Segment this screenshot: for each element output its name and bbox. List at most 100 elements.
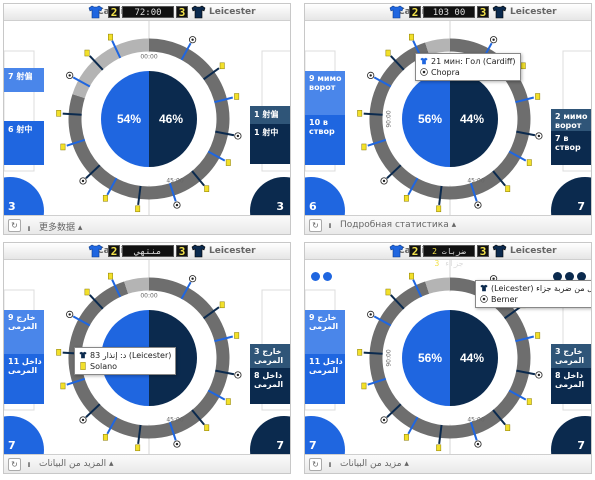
event-tick	[515, 335, 535, 343]
yellow-card-icon	[108, 272, 113, 280]
match-widget-1: Cardiff 2 72:00 3 Leicester 54% 46% 00:00 4…	[3, 3, 291, 235]
possession-ring: 54% 46% 00:00 45:00	[4, 21, 290, 217]
home-corners: 6	[309, 200, 317, 213]
event-tick	[168, 182, 177, 202]
refresh-icon[interactable]: ↻	[8, 458, 21, 471]
event-tick	[508, 150, 527, 162]
home-possession-half	[101, 71, 149, 167]
yellow-card-icon	[520, 62, 526, 70]
away-team-name[interactable]: Leicester	[510, 7, 557, 17]
home-box-line	[4, 50, 35, 172]
away-possession-half	[149, 71, 197, 167]
yellow-card-icon	[102, 195, 108, 202]
yellow-card-icon	[535, 93, 541, 100]
pitch-area: 56% 44% 45:00 90:00 9 мимо ворот 10 в створ…	[305, 21, 591, 234]
goal-ball-center	[537, 134, 541, 138]
event-tick	[207, 389, 226, 401]
remaining-time-arc	[425, 277, 451, 294]
match-clock: منتهي	[122, 245, 174, 257]
more-stats-link[interactable]: 更多数据 ▴	[28, 220, 82, 233]
event-tick	[106, 177, 118, 196]
event-tick	[66, 377, 86, 386]
home-score: 2	[108, 6, 120, 19]
event-tick	[516, 130, 536, 137]
home-corners: 7	[309, 439, 317, 452]
event-tooltip: 83 د: إنذار (Leicester) Solano	[74, 347, 177, 375]
goal-ball-center	[492, 277, 495, 280]
shirt-icon	[79, 351, 87, 359]
away-score: 3	[477, 245, 489, 258]
goal-ball-center	[476, 203, 480, 207]
match-widget-2: Cardiff 2 103 00 3 Leicester 56% 44% 45:00…	[304, 3, 592, 235]
event-tick	[373, 76, 392, 88]
home-shirt-icon	[389, 244, 404, 258]
yellow-card-icon	[80, 362, 86, 370]
home-shots-off: 9 خارج المرمى	[305, 310, 345, 354]
penalty-dot	[577, 272, 586, 281]
away-shots-off: 1 射偏	[250, 106, 290, 124]
home-corners: 7	[8, 439, 16, 452]
event-tick	[207, 150, 226, 162]
bar-chart-icon	[28, 459, 31, 467]
event-tooltip: (Leicester) تسجيل من ضربة جزاء Berner	[475, 280, 591, 308]
yellow-card-icon	[361, 382, 367, 390]
event-tick	[390, 294, 405, 310]
home-penalty-score: 2	[432, 247, 437, 256]
away-team-name[interactable]: Leicester	[209, 246, 256, 256]
remaining-time-arc	[124, 277, 150, 294]
yellow-card-icon	[505, 424, 511, 431]
pitch-area: 54% 46% 00:00 45:00 7 射偏 6 射中 1 射偏 1 射中 3 3	[4, 21, 290, 234]
bar-chart-icon	[329, 220, 332, 228]
match-widget-3: Cardiff 2 منتهي 3 Leicester %00:0045:00 …	[3, 242, 291, 474]
scoreboard-bar: Cardiff 2 منتهي 3 Leicester	[4, 243, 290, 260]
away-team-name[interactable]: Leicester	[510, 246, 557, 256]
away-corners: 3	[276, 200, 284, 213]
more-stats-link[interactable]: المزيد من البيانات ▴	[28, 459, 114, 469]
widget-footer: ↻ المزيد من البيانات ▴	[4, 454, 290, 473]
penalty-dot	[565, 272, 574, 281]
remaining-time-arc	[425, 38, 451, 55]
away-shots-off: 2 мимо ворот	[551, 109, 591, 131]
event-tick	[407, 416, 419, 435]
away-corners: 7	[577, 200, 585, 213]
home-shots-on: 11 داخل المرمى	[305, 354, 345, 404]
event-tick	[215, 369, 235, 376]
match-clock: 103 00	[423, 6, 475, 18]
match-clock: 2 ضربات جزاء 3	[423, 245, 475, 268]
away-score: 3	[176, 6, 188, 19]
home-shots-on: 11 داخل المرمى	[4, 354, 44, 404]
scoreboard-bar: Cardiff 2 103 00 3 Leicester	[305, 4, 591, 21]
refresh-icon[interactable]: ↻	[309, 219, 322, 232]
yellow-card-icon	[234, 93, 240, 100]
yellow-card-icon	[505, 185, 511, 192]
widget-footer: ↻ 更多数据 ▴	[4, 215, 290, 234]
home-corners: 3	[8, 200, 16, 213]
away-penalty-score: 3	[434, 259, 440, 268]
shirt-icon	[480, 284, 488, 292]
goal-ball-center	[81, 418, 85, 422]
home-shots-on: 10 в створ	[305, 115, 345, 165]
more-stats-link[interactable]: مزيد من البيانات ▴	[329, 459, 409, 469]
more-stats-link[interactable]: Подробная статистика ▴	[329, 220, 456, 230]
away-possession-pct: 46%	[159, 112, 183, 126]
yellow-card-icon	[409, 33, 414, 41]
yellow-card-icon	[385, 288, 391, 296]
away-penalty-dots	[553, 266, 589, 285]
yellow-card-icon	[204, 185, 210, 192]
away-shots-off: 3 خارج المرمى	[551, 344, 591, 368]
yellow-card-icon	[56, 110, 62, 117]
event-tick	[469, 182, 478, 202]
event-tick	[386, 403, 402, 418]
event-tick	[386, 164, 402, 179]
event-tick	[111, 40, 122, 59]
yellow-card-icon	[526, 398, 532, 405]
widget-footer: ↻ مزيد من البيانات ▴	[305, 454, 591, 473]
refresh-icon[interactable]: ↻	[8, 219, 21, 232]
home-possession-pct: 56%	[418, 351, 442, 365]
refresh-icon[interactable]: ↻	[309, 458, 322, 471]
event-tick	[363, 112, 383, 116]
away-team-name[interactable]: Leicester	[209, 7, 256, 17]
goal-ball-center	[175, 203, 179, 207]
goal-ball-center	[369, 74, 372, 77]
